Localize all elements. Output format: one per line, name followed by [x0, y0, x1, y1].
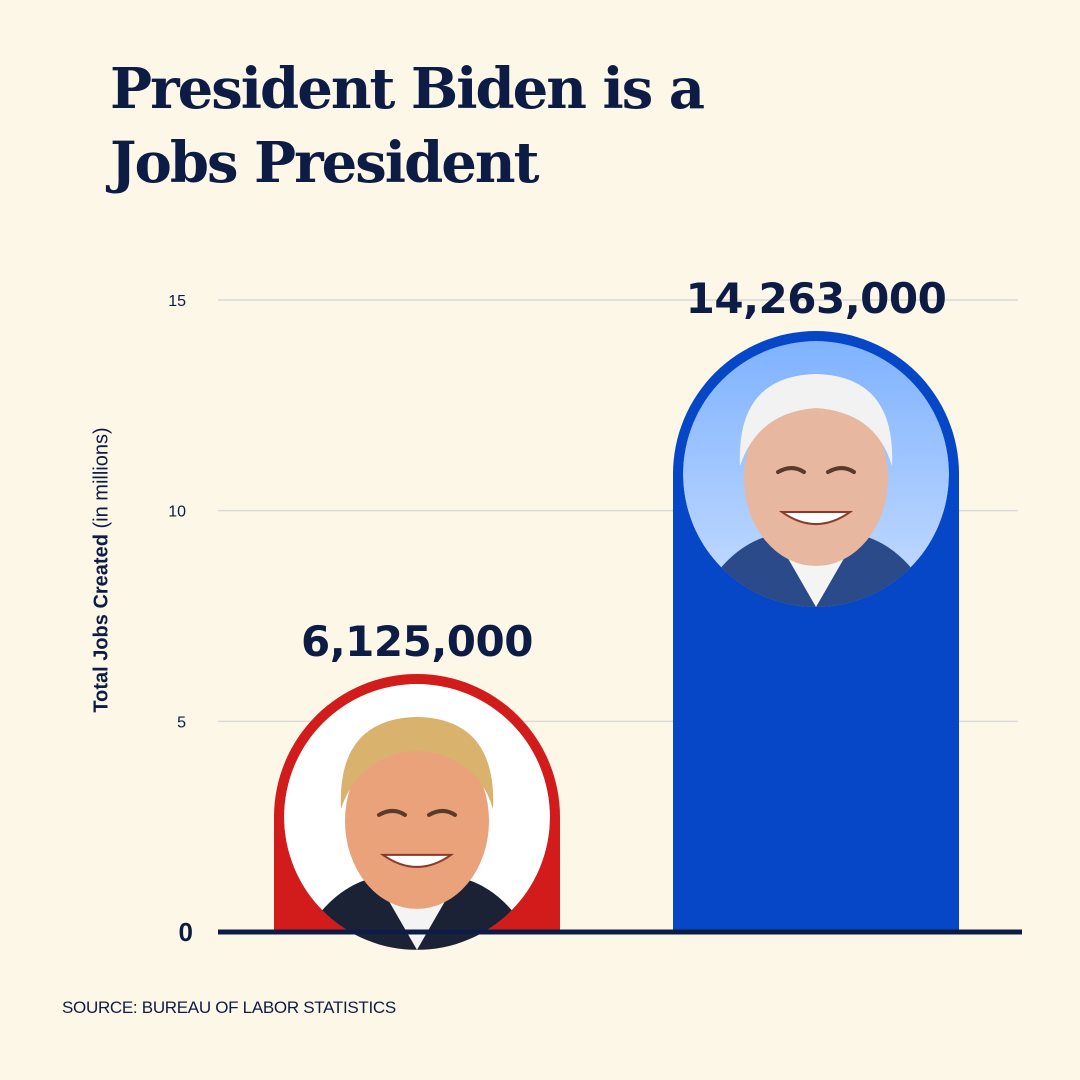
portrait-smile [379, 853, 455, 868]
portrait-eye-right [826, 466, 856, 475]
portrait-eye-right [427, 808, 457, 817]
portrait-eye-left [377, 808, 407, 817]
portrait-hair [340, 716, 494, 809]
portrait-face [744, 390, 888, 567]
y-tick-label: 15 [168, 293, 186, 310]
trump-portrait-icon [284, 683, 550, 950]
y-tick-label: 5 [177, 714, 186, 731]
data-label-biden: 14,263,000 [686, 274, 947, 323]
portrait-eye-left [776, 466, 806, 475]
y-tick-label: 10 [168, 504, 186, 521]
portrait-hair [739, 374, 893, 467]
source-note: SOURCE: BUREAU OF LABOR STATISTICS [62, 998, 396, 1017]
chart-title: President Biden is a Jobs President [110, 56, 705, 196]
portrait-smile [778, 511, 854, 525]
data-label-trump: 6,125,000 [301, 617, 533, 666]
portrait-face [345, 732, 489, 909]
y-tick-label: 0 [179, 917, 193, 947]
biden-portrait-icon [683, 341, 949, 608]
